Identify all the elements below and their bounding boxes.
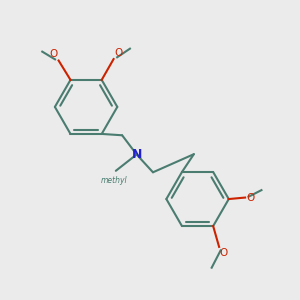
Text: O: O	[220, 248, 228, 258]
Text: O: O	[50, 50, 58, 59]
Text: N: N	[131, 148, 142, 161]
Text: O: O	[246, 193, 254, 202]
Text: methyl: methyl	[101, 176, 128, 185]
Text: O: O	[115, 48, 123, 58]
